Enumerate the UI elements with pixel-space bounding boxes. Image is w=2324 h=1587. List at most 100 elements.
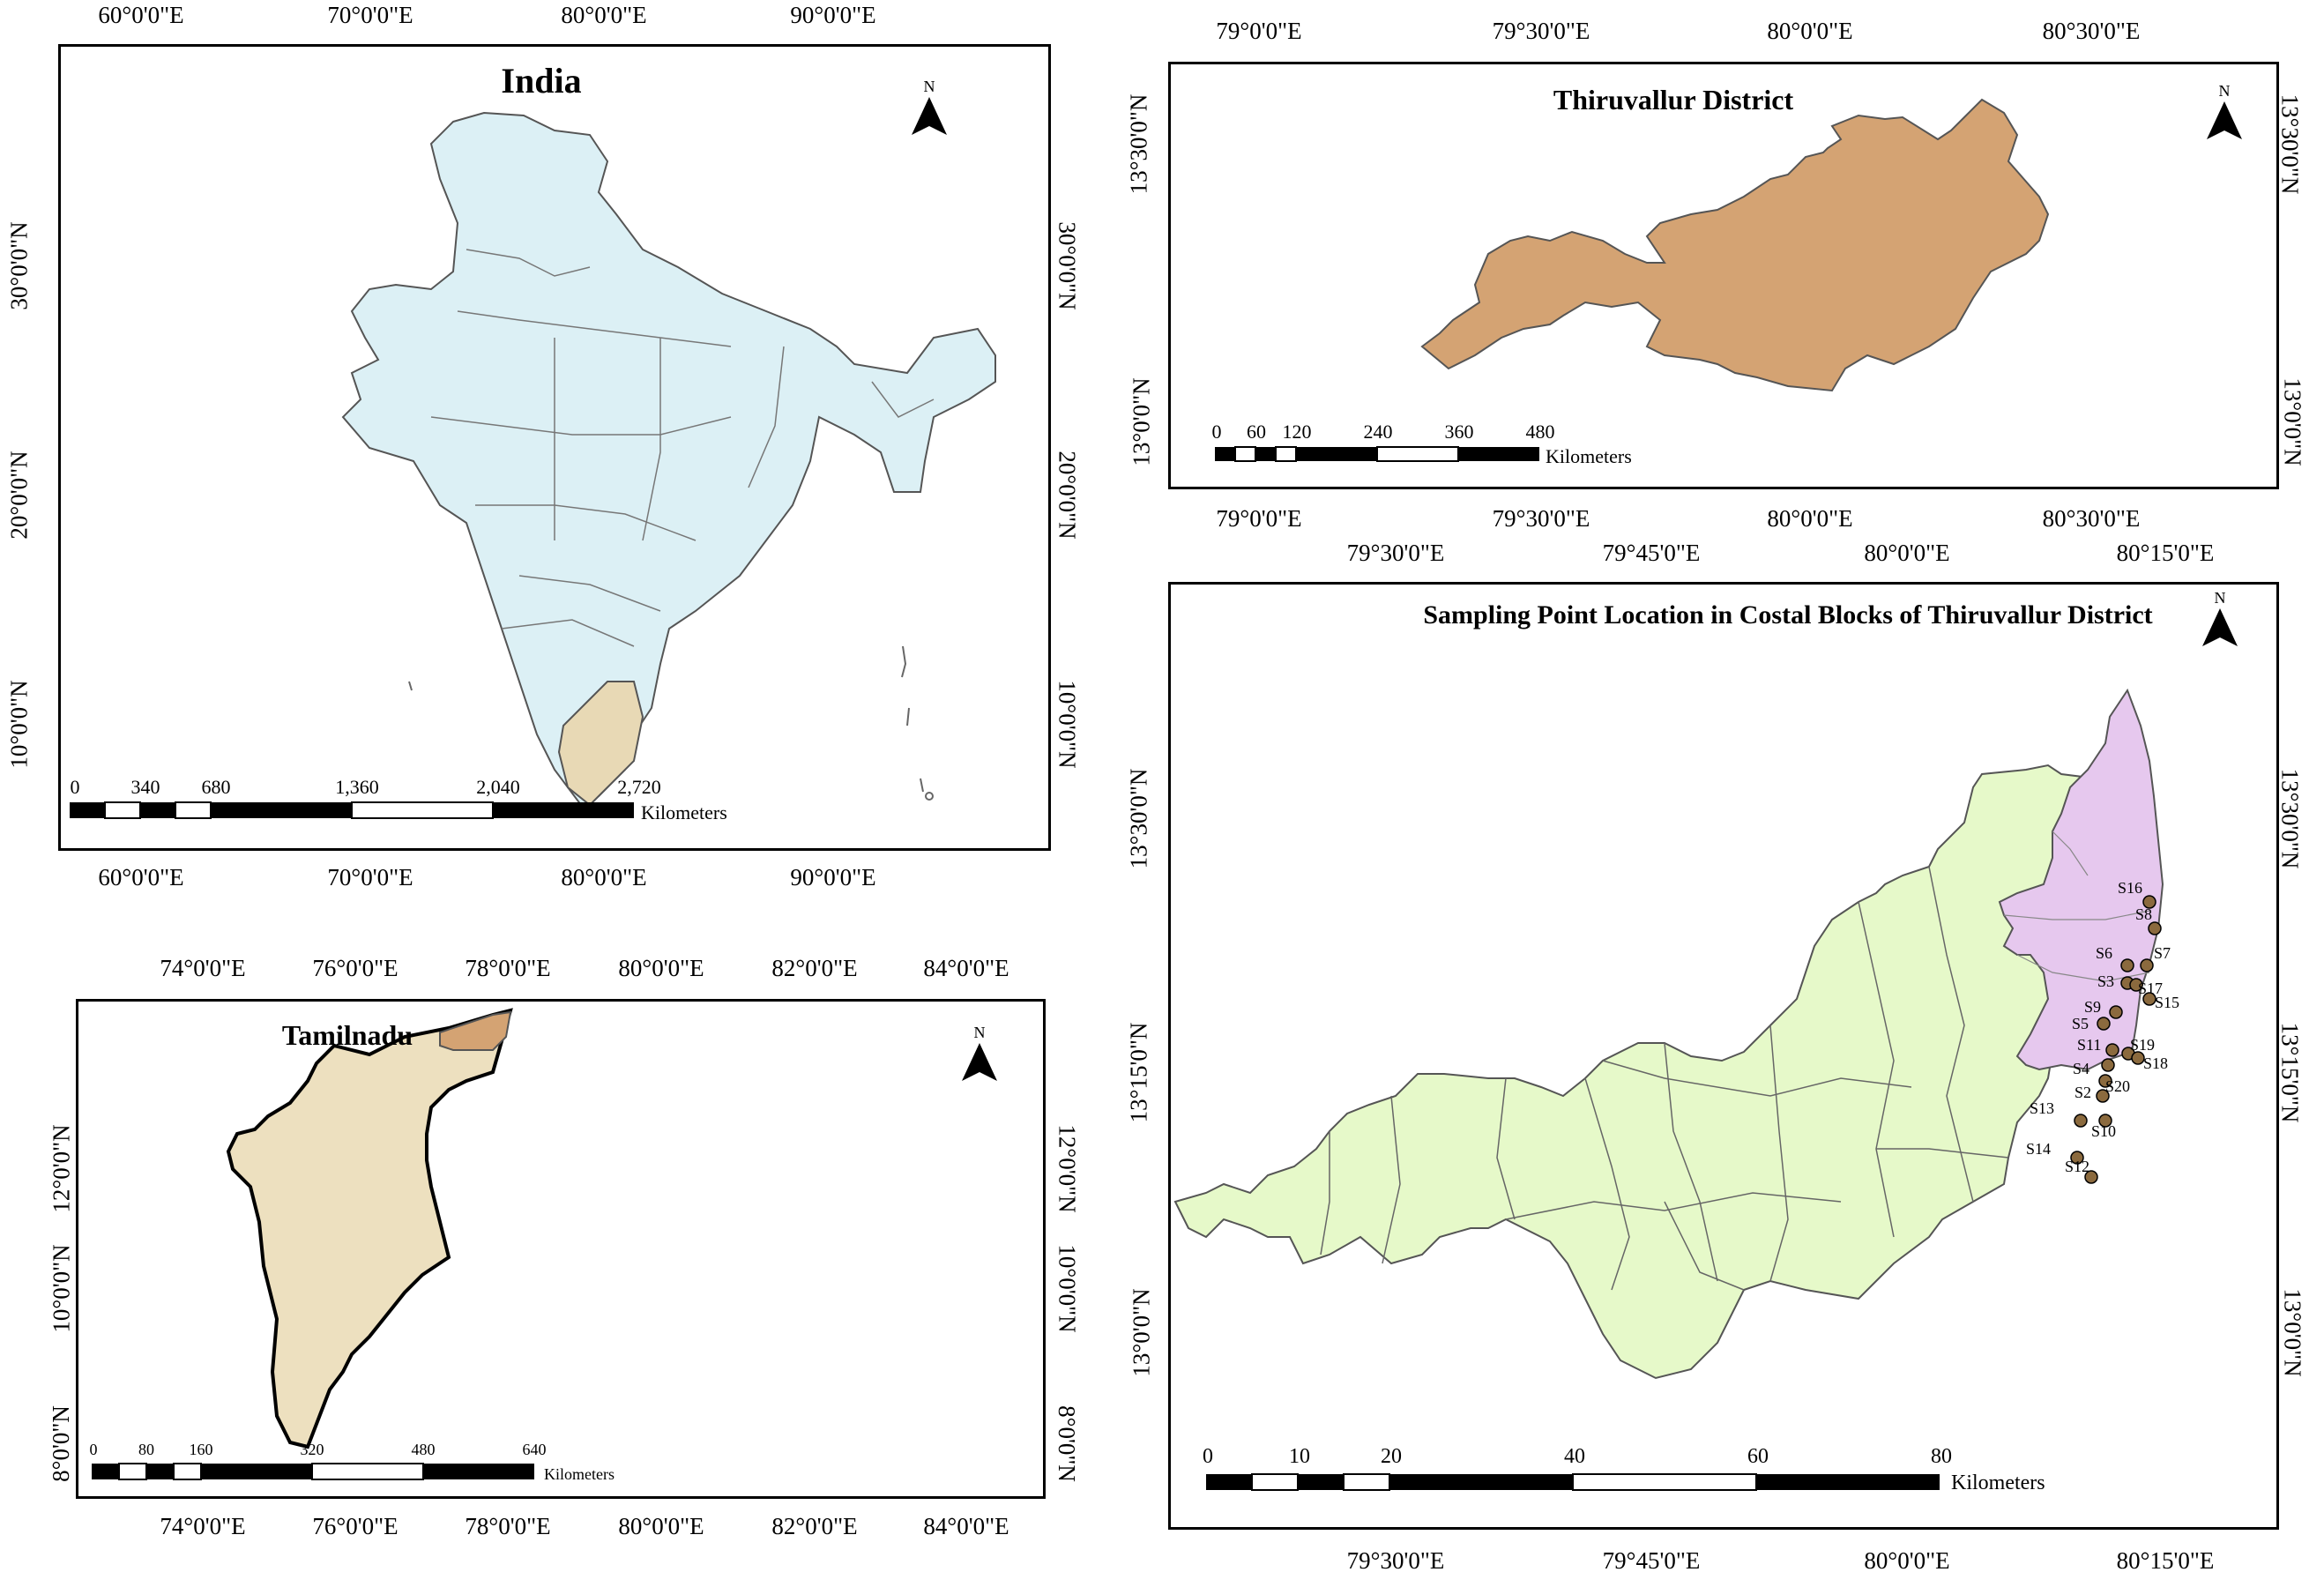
sampling-top-tick: 79°45'0"E [1602, 540, 1701, 566]
tamilnadu-north-arrow: N [957, 1024, 1002, 1085]
tamilnadu-scale-label-3: 320 [300, 1441, 324, 1458]
thiruvallur-scale-label-1: 60 [1247, 421, 1266, 443]
india-tamilnadu-highlight [557, 681, 644, 807]
india-bottom-tick: 90°0'0"E [790, 864, 876, 890]
tamilnadu-top-tick: 76°0'0"E [312, 955, 399, 981]
tamilnadu-map [226, 1008, 513, 1449]
sampling-point-label: S12 [2065, 1158, 2089, 1175]
sampling-map-panel: S16 S8 S6 S7 S3 S17 S9 S15 S5 S11 S19 S4 S18 S20 S2 S13… [1168, 582, 2279, 1530]
north-arrow-icon [962, 1043, 997, 1081]
india-left-tick: 20°0'0"N [5, 451, 33, 540]
sampling-point-label: S9 [2084, 998, 2101, 1016]
sampling-bottom-tick: 79°45'0"E [1602, 1547, 1701, 1574]
tamilnadu-right-tick: 8°0'0"N [1053, 1405, 1080, 1482]
north-label: N [2214, 589, 2226, 607]
thiruvallur-title: Thiruvallur District [1553, 84, 1794, 115]
india-right-tick: 10°0'0"N [1054, 680, 1081, 769]
sampling-point-label: S2 [2074, 1084, 2091, 1101]
tamilnadu-left-tick: 10°0'0"N [48, 1244, 75, 1333]
thiruvallur-scale-label-2: 120 [1282, 421, 1312, 443]
sampling-scale-label-5: 80 [1931, 1445, 1952, 1468]
sampling-point-label: S5 [2072, 1015, 2089, 1032]
sampling-point-label: S20 [2105, 1077, 2130, 1095]
sampling-point-marker [2142, 895, 2156, 909]
sampling-point-label: S17 [2138, 980, 2163, 997]
thiruvallur-map-panel: Thiruvallur District N 0 60 120 240 360 … [1168, 62, 2279, 489]
sampling-point-label: S3 [2097, 972, 2114, 990]
sampling-scale-label-1: 10 [1289, 1445, 1310, 1468]
india-right-tick: 30°0'0"N [1054, 221, 1081, 310]
india-top-tick: 80°0'0"E [561, 2, 647, 28]
thiruvallur-bottom-tick: 79°0'0"E [1216, 505, 1302, 532]
tamilnadu-title: Tamilnadu [281, 1019, 413, 1051]
north-label: N [973, 1024, 986, 1041]
tamilnadu-right-tick: 12°0'0"N [1054, 1124, 1081, 1213]
sampling-map: S16 S8 S6 S7 S3 S17 S9 S15 S5 S11 S19 S4 S18 S20 S2 S13… [1173, 688, 2179, 1380]
sampling-right-tick: 13°15'0"N [2276, 1022, 2304, 1123]
tamilnadu-bottom-tick: 78°0'0"E [465, 1513, 551, 1539]
tamilnadu-top-tick: 80°0'0"E [618, 955, 704, 981]
india-scale-bar [70, 801, 634, 819]
tamilnadu-map-panel: Tamilnadu N 0 80 160 320 480 640 Kilomet… [76, 999, 1046, 1499]
sampling-block-boundaries [1320, 866, 2009, 1291]
tamilnadu-thiruvallur-highlight [439, 1010, 512, 1051]
tamilnadu-bottom-tick: 76°0'0"E [312, 1513, 399, 1539]
thiruvallur-left-tick: 13°30'0"N [1125, 93, 1152, 195]
tamilnadu-bottom-tick: 74°0'0"E [160, 1513, 246, 1539]
sampling-point-label: S19 [2130, 1036, 2155, 1054]
sampling-point-marker [2097, 1017, 2111, 1031]
north-arrow-icon [2202, 608, 2238, 646]
tamilnadu-scale-label-5: 640 [522, 1441, 547, 1458]
sampling-point-marker [2140, 958, 2154, 972]
sampling-right-tick: 13°30'0"N [2276, 768, 2304, 869]
tamilnadu-bottom-tick: 80°0'0"E [618, 1513, 704, 1539]
india-islands [408, 645, 934, 801]
sampling-point-label: S8 [2135, 905, 2152, 923]
india-state-boundaries [430, 249, 935, 647]
india-top-tick: 60°0'0"E [98, 2, 184, 28]
tamilnadu-top-tick: 82°0'0"E [771, 955, 858, 981]
sampling-point-marker [2120, 958, 2134, 972]
tamilnadu-scale-label-0: 0 [89, 1441, 98, 1458]
sampling-point-marker [2129, 978, 2143, 992]
tamilnadu-top-tick: 84°0'0"E [923, 955, 1009, 981]
sampling-top-tick: 80°0'0"E [1864, 540, 1950, 566]
india-title: India [501, 61, 582, 101]
india-scale-label-4: 2,040 [476, 776, 520, 798]
india-bottom-tick: 60°0'0"E [98, 864, 184, 890]
tamilnadu-left-tick: 12°0'0"N [48, 1124, 75, 1213]
india-scale-label-5: 2,720 [617, 776, 661, 798]
sampling-right-tick: 13°0'0"N [2279, 1288, 2306, 1377]
sampling-point-marker [2084, 1170, 2098, 1184]
thiruvallur-right-tick: 13°30'0"N [2276, 93, 2304, 195]
india-scale-label-0: 0 [70, 776, 80, 798]
tamilnadu-top-tick: 78°0'0"E [465, 955, 551, 981]
sampling-point-label: S11 [2077, 1036, 2101, 1054]
india-scale-label-3: 1,360 [335, 776, 379, 798]
sampling-scale-label-4: 60 [1747, 1445, 1769, 1468]
tamilnadu-scale-label-2: 160 [189, 1441, 213, 1458]
sampling-point-marker [2096, 1089, 2110, 1103]
thiruvallur-scale-label-0: 0 [1211, 421, 1222, 443]
india-top-tick: 90°0'0"E [790, 2, 876, 28]
sampling-point-marker [2070, 1151, 2084, 1165]
thiruvallur-map [1420, 98, 2050, 392]
sampling-blocks-region [1173, 764, 2134, 1380]
india-scale-label-2: 680 [201, 776, 231, 798]
india-left-tick: 30°0'0"N [5, 221, 33, 310]
sampling-scale-label-2: 20 [1381, 1445, 1402, 1468]
sampling-point-label: S16 [2118, 879, 2142, 897]
thiruvallur-scale-label-3: 240 [1363, 421, 1393, 443]
thiruvallur-top-tick: 79°30'0"E [1492, 18, 1590, 44]
thiruvallur-scale-bar [1215, 446, 1539, 462]
thiruvallur-bottom-tick: 80°0'0"E [1767, 505, 1853, 532]
sampling-title: Sampling Point Location in Costal Blocks… [1423, 600, 2153, 630]
india-north-arrow: N [907, 78, 951, 139]
sampling-point-marker [2098, 1114, 2112, 1128]
india-top-tick: 70°0'0"E [327, 2, 413, 28]
sampling-point-label: S15 [2155, 994, 2179, 1011]
sampling-point-label: S13 [2030, 1099, 2054, 1117]
tamilnadu-state-shape [226, 1008, 513, 1449]
sampling-top-tick: 80°15'0"E [2116, 540, 2215, 566]
sampling-top-tick: 79°30'0"E [1346, 540, 1445, 566]
